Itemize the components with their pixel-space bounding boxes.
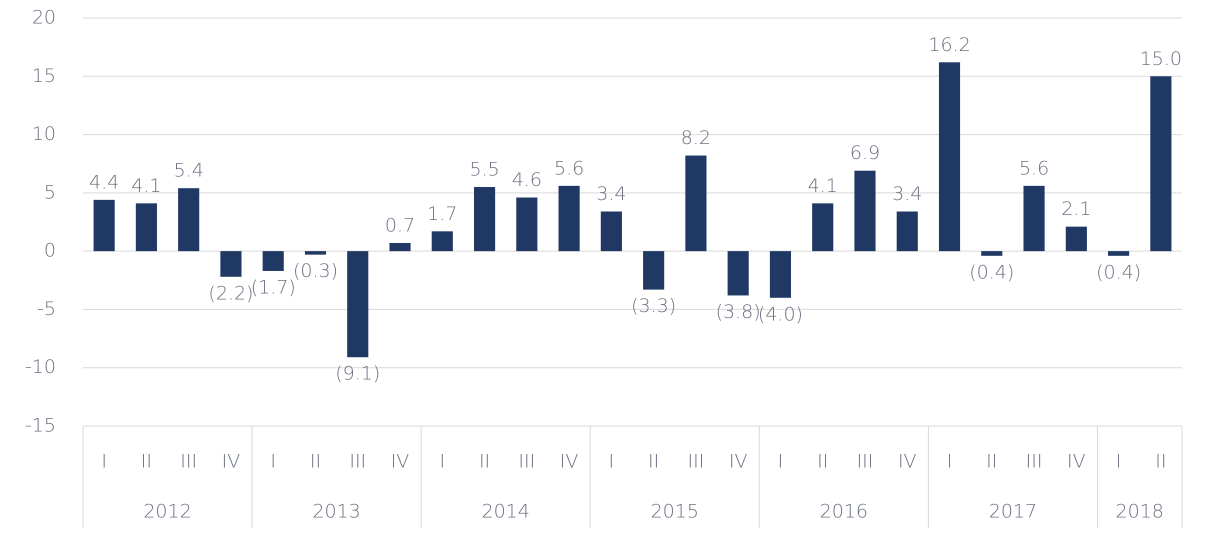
x-tick-label: II	[479, 451, 490, 473]
bar	[812, 203, 834, 252]
data-label: 16.2	[928, 34, 970, 56]
data-label: 2.1	[1061, 198, 1091, 220]
x-tick-label: IV	[729, 451, 748, 473]
data-label: 5.5	[469, 159, 499, 181]
x-tick-label: IV	[560, 451, 579, 473]
x-tick-label: I	[947, 451, 953, 473]
bar	[600, 211, 622, 252]
data-label: 6.9	[850, 142, 880, 164]
data-label: 4.4	[89, 171, 119, 193]
bar	[93, 199, 115, 252]
data-label: (3.3)	[631, 295, 676, 317]
group-label: 2013	[312, 501, 360, 523]
x-tick-label: III	[857, 451, 874, 473]
bar	[558, 185, 580, 252]
bar	[1065, 226, 1087, 252]
bar	[896, 211, 918, 252]
bar	[1023, 185, 1045, 252]
x-tick-label: I	[609, 451, 615, 473]
data-label: (4.0)	[758, 303, 803, 325]
x-tick-label: III	[687, 451, 704, 473]
bar	[769, 251, 792, 298]
x-tick-label: IV	[1067, 451, 1086, 473]
data-label: 4.1	[131, 175, 161, 197]
bar	[389, 242, 411, 252]
y-tick-label: -5	[37, 298, 56, 320]
x-tick-label: I	[270, 451, 276, 473]
bar	[685, 155, 707, 252]
x-tick-label: I	[439, 451, 445, 473]
bar	[262, 251, 284, 271]
x-tick-label: I	[778, 451, 784, 473]
data-label: (3.8)	[716, 301, 761, 323]
bar	[431, 231, 453, 252]
data-label: 0.7	[385, 214, 415, 236]
data-label: (9.1)	[335, 363, 380, 385]
bar	[643, 251, 665, 290]
data-label: 4.1	[808, 175, 838, 197]
bar	[304, 251, 327, 255]
data-label: 5.4	[174, 160, 204, 182]
data-label: 3.4	[892, 183, 922, 205]
x-tick-label: I	[101, 451, 107, 473]
data-label: (0.3)	[293, 260, 338, 282]
x-tick-label: II	[648, 451, 659, 473]
x-tick-label: II	[986, 451, 997, 473]
x-tick-label: IV	[222, 451, 241, 473]
group-label: 2017	[989, 501, 1037, 523]
data-label: (2.2)	[208, 282, 253, 304]
bar	[854, 170, 876, 252]
data-label: 15.0	[1140, 48, 1182, 70]
bar	[981, 251, 1003, 256]
group-label: 2015	[651, 501, 699, 523]
x-tick-label: IV	[898, 451, 917, 473]
y-tick-label: 20	[32, 7, 56, 29]
bar	[135, 203, 157, 252]
data-label: (0.4)	[1096, 261, 1141, 283]
data-label: (0.4)	[969, 261, 1014, 283]
y-tick-label: -15	[25, 415, 56, 437]
group-label: 2018	[1116, 501, 1164, 523]
x-tick-label: III	[1026, 451, 1043, 473]
bar	[1150, 76, 1172, 252]
bar	[347, 251, 369, 358]
bar	[938, 62, 961, 252]
group-label: 2014	[482, 501, 530, 523]
bar	[727, 251, 749, 296]
group-label: 2012	[143, 501, 191, 523]
x-tick-label: II	[817, 451, 828, 473]
y-tick-label: -10	[25, 356, 56, 378]
y-tick-label: 10	[32, 123, 56, 145]
x-tick-label: III	[518, 451, 535, 473]
x-tick-label: IV	[391, 451, 410, 473]
bar	[178, 188, 200, 252]
y-tick-label: 15	[32, 65, 56, 87]
data-label: 5.6	[554, 157, 584, 179]
bar	[473, 187, 496, 252]
x-tick-label: III	[180, 451, 197, 473]
group-label: 2016	[820, 501, 868, 523]
data-label: 3.4	[596, 183, 626, 205]
data-label: 8.2	[681, 127, 711, 149]
bar	[1108, 251, 1130, 256]
data-label: 1.7	[427, 203, 457, 225]
x-tick-label: II	[1155, 451, 1166, 473]
x-tick-label: II	[310, 451, 321, 473]
data-label: 4.6	[512, 169, 542, 191]
data-label: 5.6	[1019, 157, 1049, 179]
data-label: (1.7)	[251, 276, 296, 298]
x-tick-label: I	[1116, 451, 1122, 473]
x-tick-label: III	[349, 451, 366, 473]
bar	[220, 251, 242, 277]
y-tick-label: 0	[44, 240, 56, 262]
y-tick-label: 5	[44, 181, 56, 203]
bar	[516, 197, 538, 252]
x-tick-label: II	[141, 451, 152, 473]
